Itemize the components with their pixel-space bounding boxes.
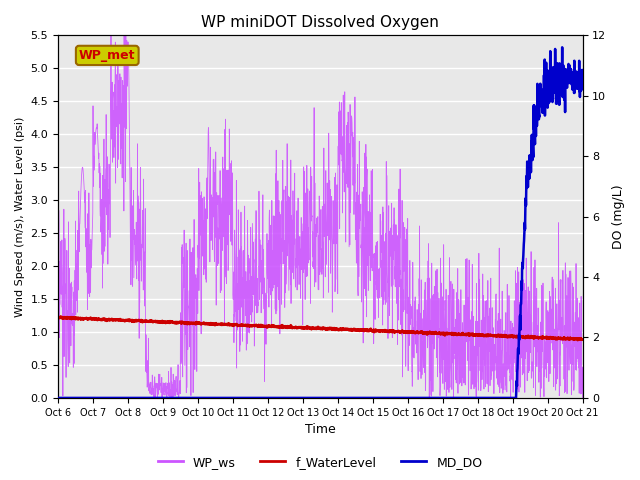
Title: WP miniDOT Dissolved Oxygen: WP miniDOT Dissolved Oxygen — [202, 15, 439, 30]
Text: WP_met: WP_met — [79, 49, 136, 62]
X-axis label: Time: Time — [305, 423, 336, 436]
Legend: WP_ws, f_WaterLevel, MD_DO: WP_ws, f_WaterLevel, MD_DO — [152, 451, 488, 474]
Y-axis label: DO (mg/L): DO (mg/L) — [612, 184, 625, 249]
Y-axis label: Wind Speed (m/s), Water Level (psi): Wind Speed (m/s), Water Level (psi) — [15, 117, 25, 317]
